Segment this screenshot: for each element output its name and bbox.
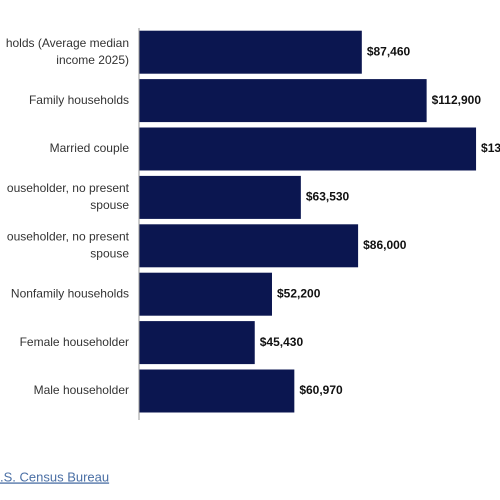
value-label: $87,460 — [367, 44, 411, 58]
category-label: income 2025) — [56, 53, 129, 67]
category-label: Nonfamily households — [11, 286, 129, 300]
value-label: $112,900 — [432, 93, 482, 107]
category-label: ouseholder, no present — [7, 181, 130, 195]
category-label: holds (Average median — [6, 36, 129, 50]
category-label: Family households — [29, 93, 129, 107]
bar — [139, 79, 427, 123]
category-label: Married couple — [50, 141, 130, 155]
bar — [139, 175, 301, 219]
value-label: $60,970 — [299, 383, 343, 397]
bar — [139, 321, 255, 365]
value-label: $132,300 — [481, 141, 500, 155]
category-label: spouse — [90, 246, 129, 260]
category-label: ouseholder, no present — [7, 229, 130, 243]
bar — [139, 224, 359, 268]
category-label: spouse — [90, 198, 129, 212]
source-link[interactable]: .S. Census Bureau — [0, 469, 109, 484]
bar — [139, 30, 362, 74]
value-label: $52,200 — [277, 286, 321, 300]
value-label: $86,000 — [363, 238, 407, 252]
bar — [139, 272, 272, 316]
category-label: Male householder — [34, 383, 129, 397]
bar — [139, 127, 477, 171]
bar — [139, 369, 295, 413]
value-label: $63,530 — [306, 190, 350, 204]
value-label: $45,430 — [260, 335, 304, 349]
category-label: Female householder — [20, 335, 129, 349]
